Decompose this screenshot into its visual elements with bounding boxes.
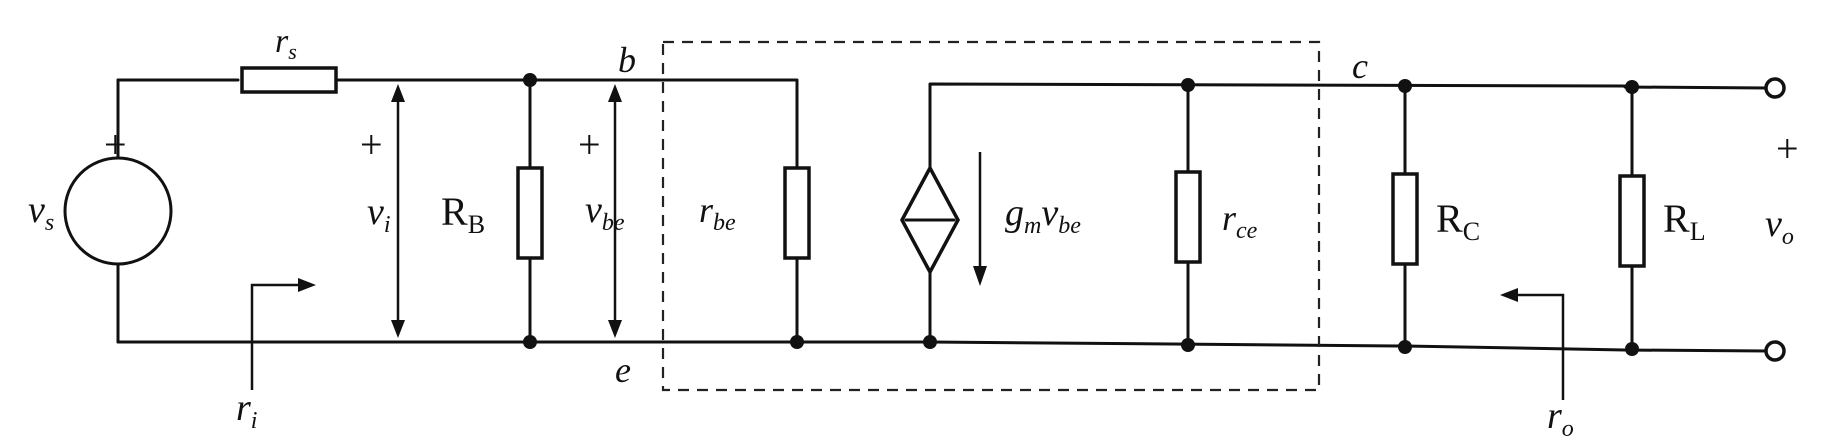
top-wire-2 xyxy=(334,78,799,170)
resistor-rbe xyxy=(783,166,811,260)
vi-double-arrow xyxy=(391,84,405,338)
input-resistance-arrow xyxy=(250,278,316,390)
output-terminal-top xyxy=(1764,77,1786,99)
label-rc: RC xyxy=(1436,196,1480,246)
output-terminal-bottom xyxy=(1764,340,1786,362)
vbe-double-arrow xyxy=(608,84,622,338)
controlled-current-source xyxy=(900,164,960,276)
out-bottom-wire xyxy=(1623,348,1770,353)
transistor-model-boundary xyxy=(661,40,1321,392)
label-ro: ro xyxy=(1547,395,1574,442)
label-rs: rs xyxy=(275,23,297,64)
label-rce: rce xyxy=(1222,198,1258,244)
label-vo: vo xyxy=(1765,203,1794,250)
label-rl: RL xyxy=(1663,196,1706,246)
resistor-rb xyxy=(516,166,544,260)
vbe-plus-sign: + xyxy=(578,122,601,167)
voltage-source-vs xyxy=(63,156,173,266)
vo-plus-sign: + xyxy=(1776,126,1799,171)
label-vbe: vbe xyxy=(585,189,625,236)
current-direction-arrow xyxy=(973,152,987,286)
label-ri: ri xyxy=(236,387,257,434)
node-e-label: e xyxy=(615,350,631,390)
label-vs: vs xyxy=(28,189,54,236)
label-rb: RB xyxy=(441,189,485,239)
resistor-rl xyxy=(1618,174,1646,268)
junction-dots xyxy=(523,73,1639,356)
node-c-label: c xyxy=(1352,46,1368,86)
label-gm-vbe: gmvbe xyxy=(1005,192,1081,239)
output-resistance-arrow xyxy=(1500,288,1565,400)
label-vi: vi xyxy=(367,191,391,238)
resistor-rc xyxy=(1391,172,1419,266)
top-wire-c xyxy=(928,82,1627,170)
resistor-rce xyxy=(1174,170,1202,264)
vi-plus-sign: + xyxy=(360,122,383,167)
label-rbe: rbe xyxy=(699,190,736,236)
out-top-wire xyxy=(1623,85,1770,90)
vs-plus-sign: + xyxy=(104,122,127,167)
resistor-rs xyxy=(240,66,338,94)
node-b-label: b xyxy=(618,40,636,80)
